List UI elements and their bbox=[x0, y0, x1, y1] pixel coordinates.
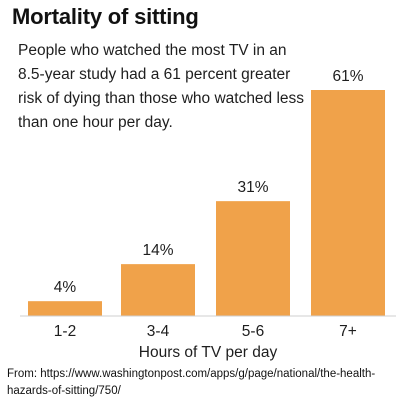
x-axis-label: Hours of TV per day bbox=[139, 344, 278, 361]
data-label-3-4: 14% bbox=[142, 242, 173, 259]
bar-7+ bbox=[311, 90, 385, 316]
bar-chart: 4% 1-2 14% 3-4 31% 5-6 61% 7+ Hours of TV per d… bbox=[20, 68, 396, 361]
source-citation: From: https://www.washingtonpost.com/app… bbox=[7, 368, 376, 397]
x-tick-label-5-6: 5-6 bbox=[242, 323, 264, 340]
bar-5-6 bbox=[216, 201, 290, 316]
bar-3-4 bbox=[121, 264, 195, 316]
data-label-7+: 61% bbox=[332, 68, 363, 85]
data-label-5-6: 31% bbox=[237, 179, 268, 196]
data-label-1-2: 4% bbox=[54, 279, 77, 296]
chart-title: Mortality of sitting bbox=[12, 4, 199, 29]
bar-1-2 bbox=[28, 301, 102, 316]
x-tick-label-3-4: 3-4 bbox=[147, 323, 170, 340]
chart-subtitle: People who watched the most TV in an 8.5… bbox=[18, 42, 305, 131]
x-tick-label-1-2: 1-2 bbox=[54, 323, 76, 340]
x-tick-label-7+: 7+ bbox=[339, 323, 357, 340]
